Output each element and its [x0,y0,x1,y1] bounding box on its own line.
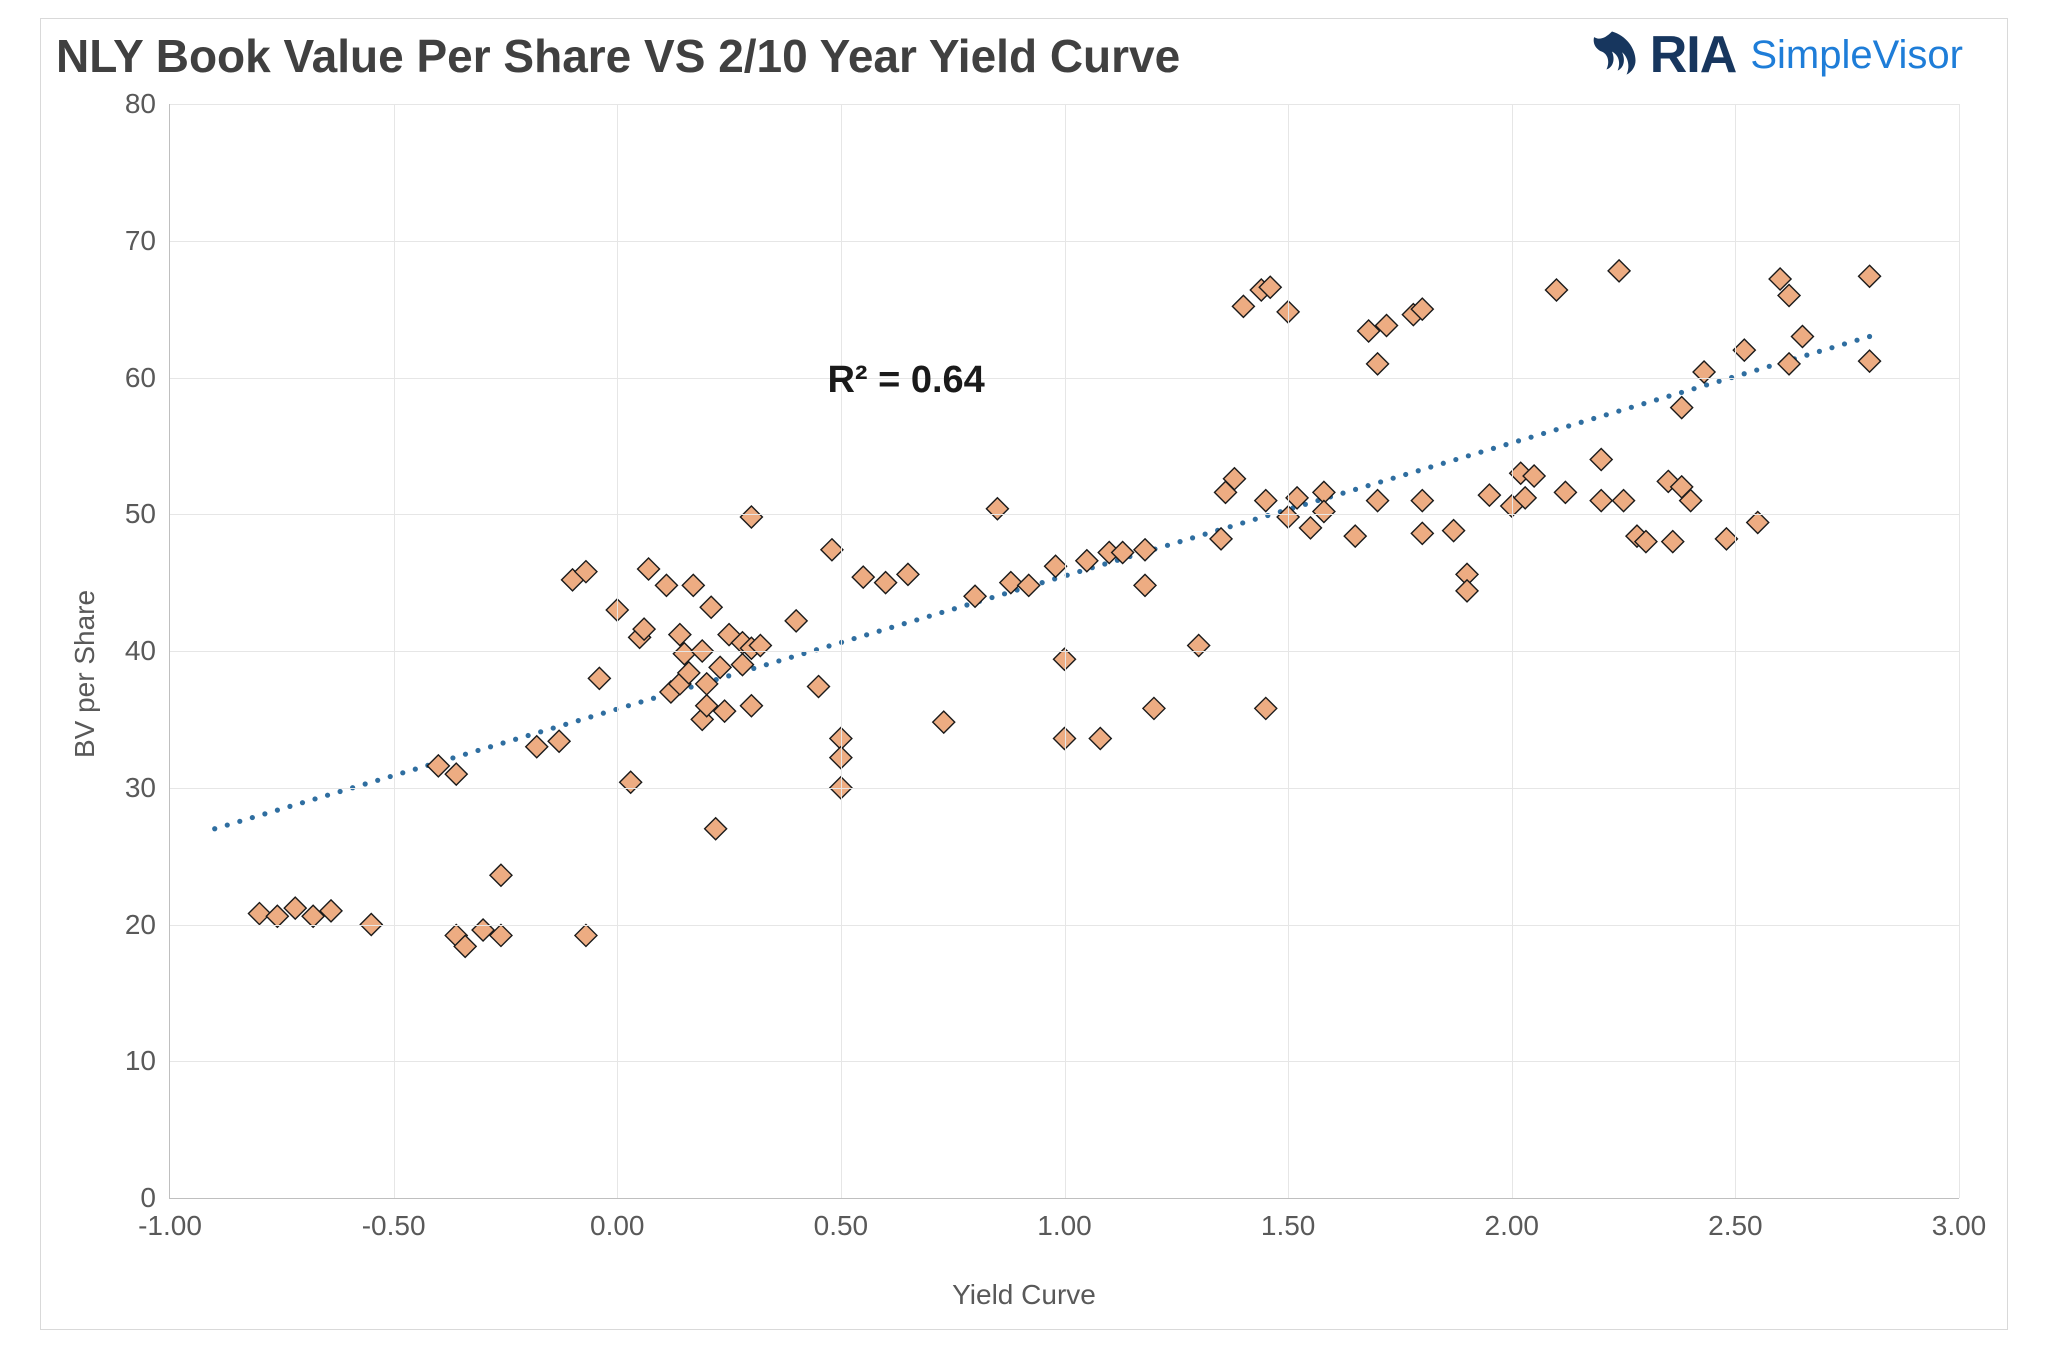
y-tick-label: 80 [125,88,170,120]
gridline-v [617,104,618,1198]
y-tick-label: 70 [125,225,170,257]
x-tick-label: 2.50 [1708,1198,1763,1242]
y-tick-label: 40 [125,635,170,667]
plot-area: 01020304050607080-1.00-0.500.000.501.001… [169,104,1959,1199]
eagle-icon [1584,27,1640,83]
x-tick-label: -1.00 [138,1198,202,1242]
gridline-v [841,104,842,1198]
logo-simplevisor-text: SimpleVisor [1750,33,1963,78]
x-tick-label: 3.00 [1932,1198,1987,1242]
r-squared-annotation: R² = 0.64 [827,359,984,402]
gridline-v [1288,104,1289,1198]
x-tick-label: 1.00 [1037,1198,1092,1242]
y-tick-label: 20 [125,909,170,941]
logo-ria-text: RIA [1650,25,1737,85]
gridline-v [1959,104,1960,1198]
x-axis-label: Yield Curve [952,1279,1096,1311]
x-tick-label: 2.00 [1485,1198,1540,1242]
gridline-v [1512,104,1513,1198]
y-tick-label: 60 [125,362,170,394]
chart-frame: NLY Book Value Per Share VS 2/10 Year Yi… [40,18,2008,1330]
x-tick-label: 0.00 [590,1198,645,1242]
gridline-v [394,104,395,1198]
y-axis-label: BV per Share [69,590,101,758]
brand-logo: RIA SimpleVisor [1584,25,1963,85]
y-tick-label: 50 [125,498,170,530]
chart-title: NLY Book Value Per Share VS 2/10 Year Yi… [56,29,1180,83]
x-tick-label: -0.50 [362,1198,426,1242]
gridline-v [1065,104,1066,1198]
y-tick-label: 10 [125,1045,170,1077]
x-tick-label: 1.50 [1261,1198,1316,1242]
x-tick-label: 0.50 [814,1198,869,1242]
y-tick-label: 30 [125,772,170,804]
gridline-v [1735,104,1736,1198]
